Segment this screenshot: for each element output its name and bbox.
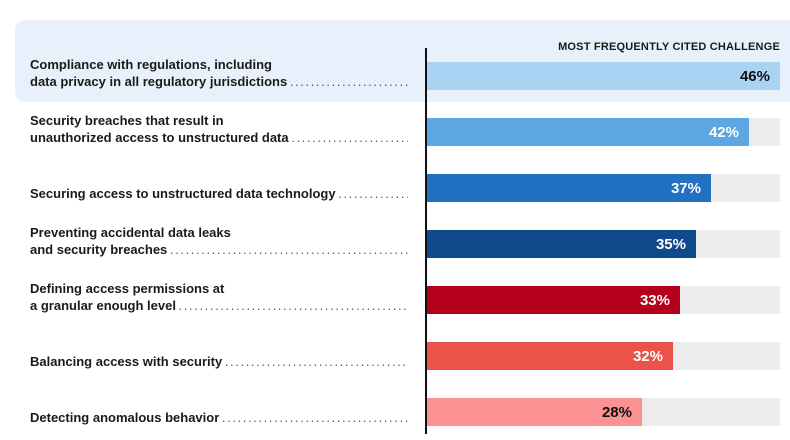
bar: 28%	[427, 398, 642, 426]
category-label-line: a granular enough level	[30, 297, 408, 314]
category-label-line: Detecting anomalous behavior	[30, 409, 408, 426]
y-axis-line	[425, 48, 427, 434]
bar-value-label: 28%	[601, 404, 632, 421]
bar-track: 37%	[427, 174, 780, 202]
category-label: Preventing accidental data leaks and secu…	[30, 224, 408, 258]
category-label: Securing access to unstructured data tec…	[30, 185, 408, 202]
bar: 46%	[427, 62, 780, 90]
category-label-line: Defining access permissions at	[30, 281, 225, 296]
bar-track: 33%	[427, 286, 780, 314]
category-label: Defining access permissions at a granular…	[30, 280, 408, 314]
category-label-line: unauthorized access to unstructured data	[30, 129, 408, 146]
bar-value-label: 42%	[708, 124, 739, 141]
chart-row: Preventing accidental data leaks and secu…	[0, 216, 790, 272]
bar-value-label: 32%	[632, 348, 663, 365]
category-label-line: Balancing access with security	[30, 353, 408, 370]
bar: 32%	[427, 342, 673, 370]
bar-value-label: 33%	[639, 292, 670, 309]
bar-track: 35%	[427, 230, 780, 258]
bar-value-label: 37%	[670, 180, 701, 197]
chart-row: Security breaches that result in unauthor…	[0, 104, 790, 160]
category-label-line: Securing access to unstructured data tec…	[30, 185, 408, 202]
bar-track: 28%	[427, 398, 780, 426]
chart-row: Balancing access with security 32%	[0, 328, 790, 384]
chart-row: Securing access to unstructured data tec…	[0, 160, 790, 216]
category-label-line: and security breaches	[30, 241, 408, 258]
category-label: Compliance with regulations, including da…	[30, 56, 408, 90]
bar-track: 46%	[427, 62, 780, 90]
bar-value-label: 35%	[655, 236, 686, 253]
bar-track: 42%	[427, 118, 780, 146]
chart-row: Detecting anomalous behavior 28%	[0, 384, 790, 440]
category-label-line: Preventing accidental data leaks	[30, 225, 231, 240]
chart-row: Defining access permissions at a granular…	[0, 272, 790, 328]
bar: 35%	[427, 230, 696, 258]
category-label-line: data privacy in all regulatory jurisdict…	[30, 73, 408, 90]
bar: 33%	[427, 286, 680, 314]
bar-value-label: 46%	[739, 68, 770, 85]
category-label: Security breaches that result in unauthor…	[30, 112, 408, 146]
chart-title: MOST FREQUENTLY CITED CHALLENGE	[558, 41, 780, 53]
category-label: Detecting anomalous behavior	[30, 409, 408, 426]
bar-track: 32%	[427, 342, 780, 370]
category-label-line: Security breaches that result in	[30, 113, 224, 128]
bar: 42%	[427, 118, 749, 146]
chart-row: Compliance with regulations, including da…	[0, 48, 790, 104]
bar: 37%	[427, 174, 711, 202]
category-label: Balancing access with security	[30, 353, 408, 370]
category-label-line: Compliance with regulations, including	[30, 57, 272, 72]
